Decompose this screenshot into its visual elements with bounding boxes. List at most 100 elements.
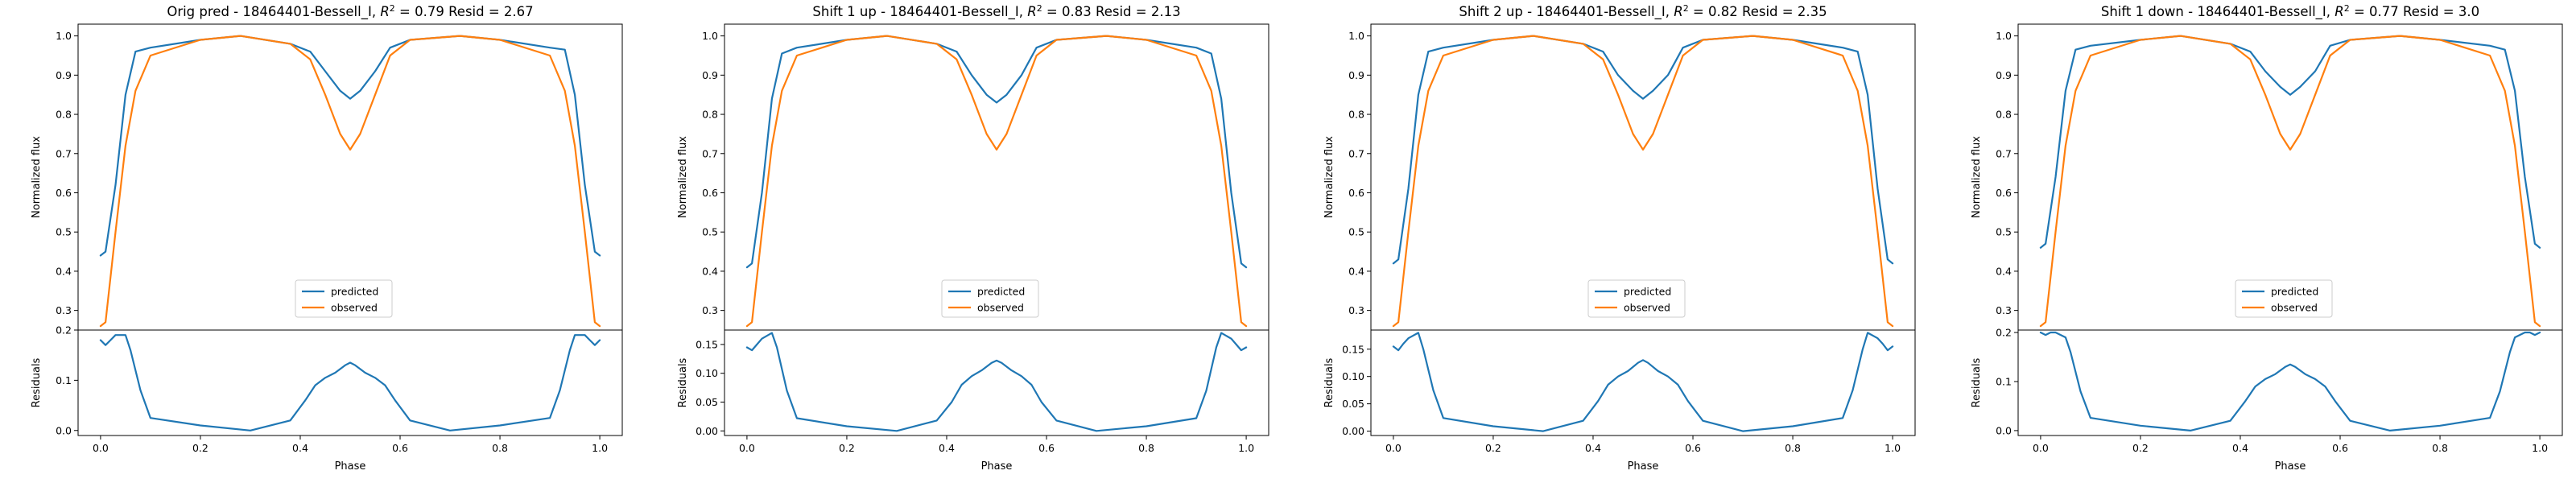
flux-ylabel: Normalized flux xyxy=(1971,136,1983,218)
xtick-label: 0.8 xyxy=(492,442,508,454)
xtick-label: 0.4 xyxy=(292,442,308,454)
xtick-label: 1.0 xyxy=(1885,442,1901,454)
flux-ytick-label: 0.7 xyxy=(702,147,718,159)
flux-ytick-label: 0.6 xyxy=(702,187,718,199)
legend-label-predicted: predicted xyxy=(331,286,378,298)
legend: predicted observed xyxy=(1587,279,1686,318)
legend: predicted observed xyxy=(2235,279,2333,318)
resid-ytick-label: 0.2 xyxy=(1996,327,2012,339)
xtick-label: 0.0 xyxy=(1385,442,1402,454)
xtick-label: 0.2 xyxy=(1485,442,1501,454)
resid-ytick-label: 0.05 xyxy=(696,396,718,408)
legend-label-observed: observed xyxy=(977,302,1024,314)
chart-panel-2: Shift 1 up - 18464401-Bessell_I, R2 = 0.… xyxy=(677,3,1269,473)
legend-label-observed: observed xyxy=(331,302,378,314)
flux-ytick-label: 1.0 xyxy=(702,30,718,42)
xlabel: Phase xyxy=(1628,460,1659,473)
xtick-label: 1.0 xyxy=(1238,442,1254,454)
xtick-label: 0.2 xyxy=(192,442,208,454)
chart-panel-4: Shift 1 down - 18464401-Bessell_I, R2 = … xyxy=(1971,3,2563,473)
chart-panel-1: Orig pred - 18464401-Bessell_I, R2 = 0.7… xyxy=(31,3,623,473)
xtick-label: 0.0 xyxy=(93,442,109,454)
title-r2-label: R xyxy=(2334,4,2343,19)
legend: predicted observed xyxy=(295,279,393,318)
flux-ytick-label: 0.8 xyxy=(1996,109,2012,121)
title-r2-label: R xyxy=(1027,4,1036,19)
flux-ytick-label: 0.9 xyxy=(56,69,72,81)
flux-ytick-label: 0.7 xyxy=(1996,147,2012,159)
resid-ylabel: Residuals xyxy=(31,357,43,407)
resid-ytick-label: 0.2 xyxy=(56,324,72,336)
xtick-label: 0.6 xyxy=(2332,442,2348,454)
resid-axes-frame xyxy=(2017,329,2563,436)
flux-ytick-label: 0.9 xyxy=(1996,69,2012,81)
residuals-line xyxy=(99,334,601,431)
resid-ytick-label: 0.0 xyxy=(56,424,72,436)
chart-panel-3: Shift 2 up - 18464401-Bessell_I, R2 = 0.… xyxy=(1323,3,1916,473)
title-r2-exponent: 2 xyxy=(390,3,395,14)
legend-label-predicted: predicted xyxy=(2271,286,2318,298)
title-prefix: Shift 1 up - 18464401-Bessell_I, xyxy=(812,4,1027,20)
resid-axes-frame xyxy=(77,329,623,436)
xlabel: Phase xyxy=(2275,460,2306,473)
resid-ytick-label: 0.15 xyxy=(696,338,718,350)
resid-ytick-label: 0.10 xyxy=(1342,370,1364,382)
flux-ytick-label: 0.5 xyxy=(1996,226,2012,238)
residuals-line xyxy=(745,332,1248,432)
resid-ytick-label: 0.1 xyxy=(56,374,72,386)
flux-ytick-label: 0.8 xyxy=(702,109,718,121)
xtick-label: 0.4 xyxy=(2232,442,2248,454)
title-r2-exponent: 2 xyxy=(1037,3,1042,14)
flux-ytick-label: 0.9 xyxy=(702,69,718,81)
series-line-observed xyxy=(745,35,1248,328)
xtick-label: 0.2 xyxy=(839,442,855,454)
resid-ytick-label: 0.0 xyxy=(1996,424,2012,436)
flux-ytick-label: 0.4 xyxy=(1348,265,1364,277)
resid-ylabel: Residuals xyxy=(1971,357,1983,407)
legend-label-predicted: predicted xyxy=(977,286,1025,298)
resid-ytick-label: 0.00 xyxy=(696,425,718,437)
flux-ytick-label: 0.4 xyxy=(1996,265,2012,277)
xtick-label: 0.6 xyxy=(1038,442,1055,454)
title-r2-value: = 0.79 Resid = 2.67 xyxy=(395,4,534,19)
flux-ytick-label: 0.6 xyxy=(1348,187,1364,199)
xtick-label: 0.8 xyxy=(1785,442,1801,454)
series-line-observed xyxy=(2039,35,2541,328)
flux-ytick-label: 0.5 xyxy=(56,226,72,238)
resid-ylabel: Residuals xyxy=(1323,357,1335,407)
xtick-label: 0.0 xyxy=(739,442,755,454)
xtick-label: 0.0 xyxy=(2033,442,2049,454)
xtick-label: 0.6 xyxy=(1685,442,1701,454)
xtick-label: 0.6 xyxy=(392,442,408,454)
title-prefix: Orig pred - 18464401-Bessell_I, xyxy=(167,4,380,20)
flux-ytick-label: 0.5 xyxy=(1348,226,1364,238)
flux-ytick-label: 0.3 xyxy=(702,304,718,316)
flux-ytick-label: 0.8 xyxy=(56,109,72,121)
flux-ytick-label: 0.7 xyxy=(56,147,72,159)
xtick-label: 0.8 xyxy=(1138,442,1154,454)
flux-ytick-label: 0.4 xyxy=(56,265,72,277)
xtick-label: 1.0 xyxy=(592,442,608,454)
resid-ytick-label: 0.00 xyxy=(1342,425,1364,437)
title-r2-value: = 0.82 Resid = 2.35 xyxy=(1689,4,1827,19)
flux-ytick-label: 1.0 xyxy=(1996,30,2012,42)
xtick-label: 0.8 xyxy=(2432,442,2448,454)
flux-ylabel: Normalized flux xyxy=(31,136,43,218)
xtick-label: 1.0 xyxy=(2532,442,2548,454)
title-r2-value: = 0.77 Resid = 3.0 xyxy=(2350,4,2479,19)
xtick-label: 0.4 xyxy=(939,442,955,454)
title-r2-exponent: 2 xyxy=(2344,3,2350,14)
xlabel: Phase xyxy=(981,460,1013,473)
flux-ylabel: Normalized flux xyxy=(677,136,689,218)
xtick-label: 0.2 xyxy=(2132,442,2149,454)
title-r2-value: = 0.83 Resid = 2.13 xyxy=(1042,4,1181,19)
chart-title: Shift 1 down - 18464401-Bessell_I, R2 = … xyxy=(2101,3,2479,21)
resid-ylabel: Residuals xyxy=(677,357,689,407)
legend: predicted observed xyxy=(941,279,1039,318)
series-line-predicted xyxy=(745,35,1248,269)
flux-ytick-label: 0.8 xyxy=(1348,109,1364,121)
title-r2-exponent: 2 xyxy=(1683,3,1689,14)
flux-ytick-label: 0.6 xyxy=(1996,187,2012,199)
flux-ytick-label: 1.0 xyxy=(56,30,72,42)
